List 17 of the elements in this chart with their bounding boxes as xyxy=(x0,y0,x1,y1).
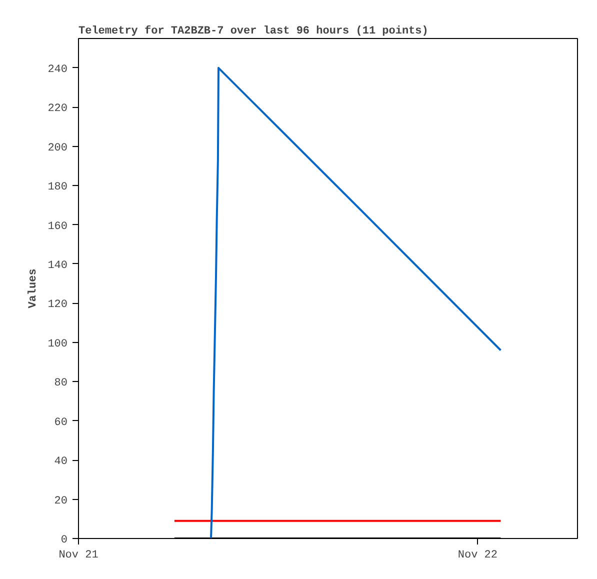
y-tick-label: 240 xyxy=(48,64,68,76)
x-tick-label: Nov 22 xyxy=(458,550,498,562)
y-tick-label: 20 xyxy=(54,495,68,508)
chart-title: Telemetry for TA2BZB-7 over last 96 hours (11 points) xyxy=(78,24,428,38)
y-tick-label: 100 xyxy=(48,338,68,350)
y-tick-label: 80 xyxy=(54,378,68,390)
y-tick-label: 220 xyxy=(48,103,68,116)
y-tick-label: 40 xyxy=(54,456,68,468)
y-tick-label: 140 xyxy=(48,260,68,272)
y-tick-label: 120 xyxy=(48,299,68,312)
y-tick-label: 0 xyxy=(60,534,68,546)
y-tick-label: 200 xyxy=(48,142,68,154)
y-axis-title: Values xyxy=(28,268,40,308)
y-tick-label: 180 xyxy=(48,182,68,194)
x-tick-label: Nov 21 xyxy=(58,550,99,562)
y-tick-label: 60 xyxy=(54,416,68,429)
y-tick-label: 160 xyxy=(48,220,68,233)
